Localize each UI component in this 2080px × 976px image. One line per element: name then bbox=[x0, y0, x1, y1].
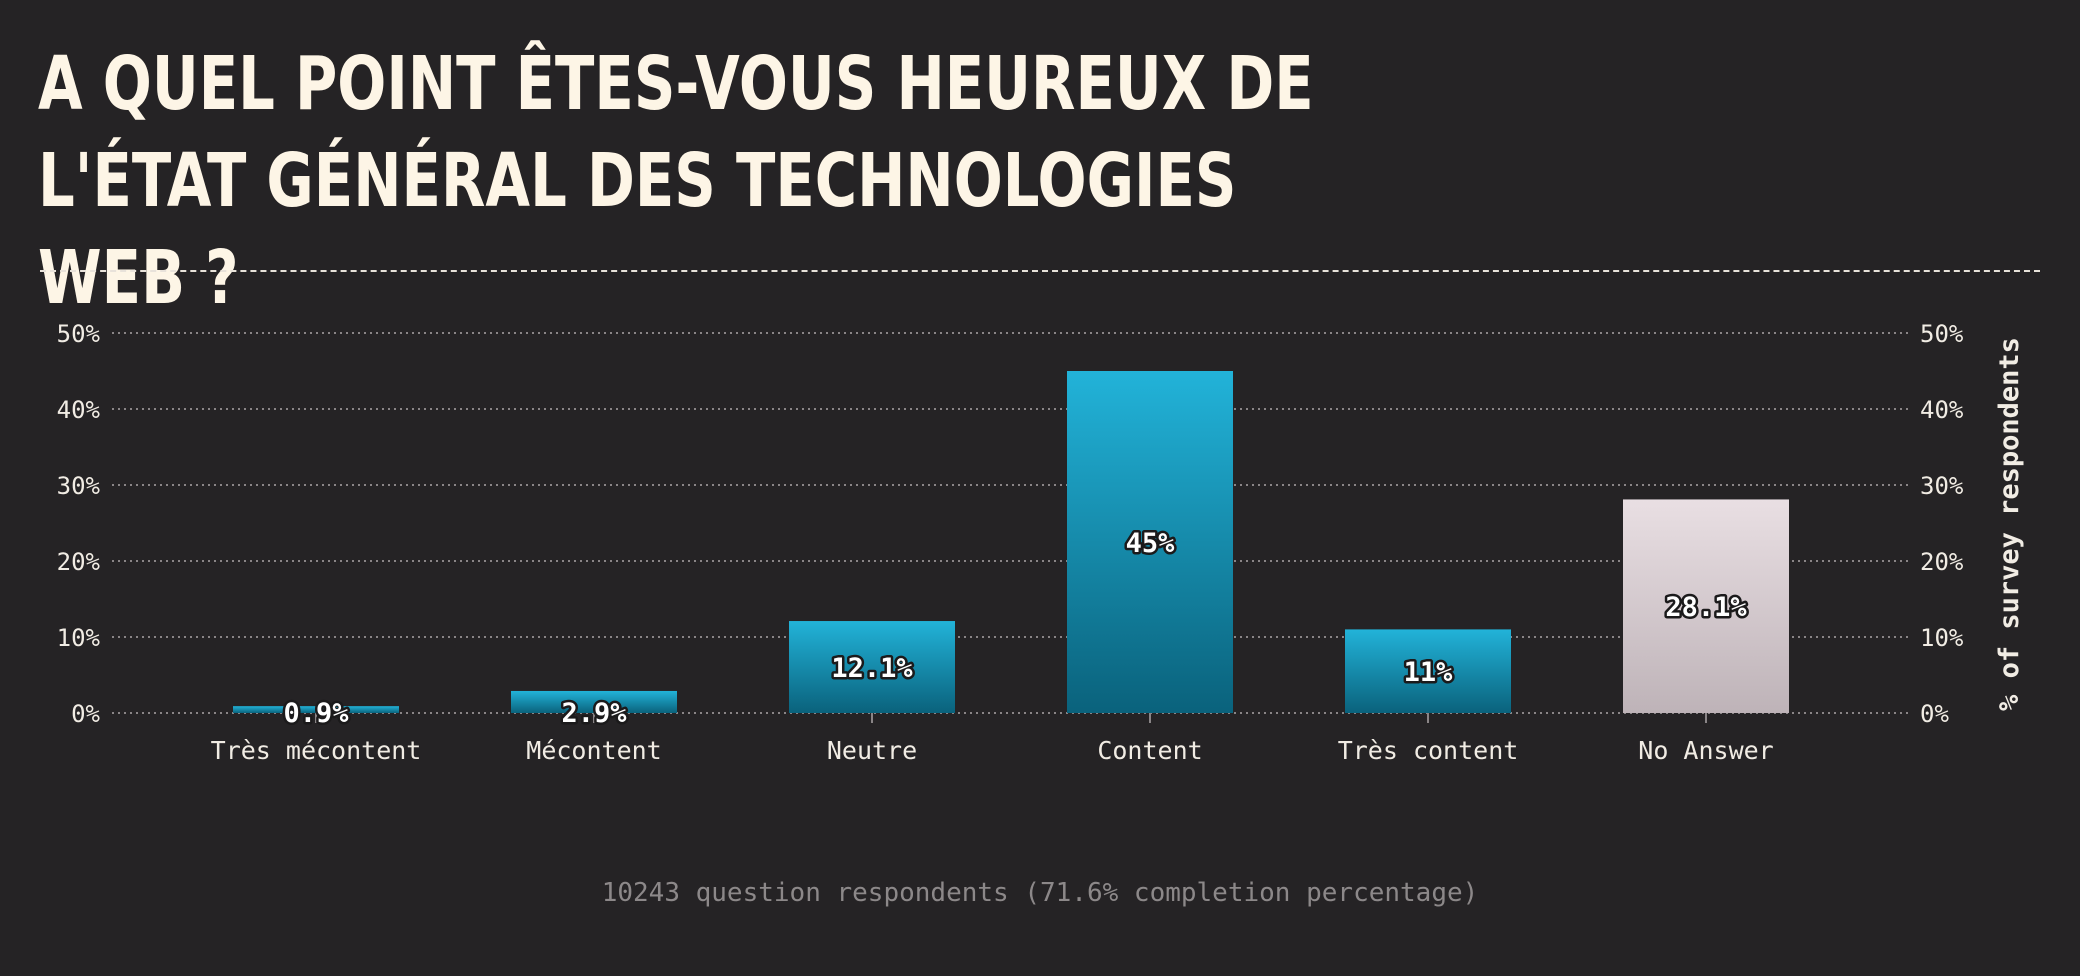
y-tick-label-right: 50% bbox=[1920, 320, 1964, 348]
data-label: 12.1% bbox=[831, 653, 913, 684]
bar-1 bbox=[233, 706, 399, 713]
x-tick-label: Très mécontent bbox=[211, 736, 422, 765]
data-label: 0.9% bbox=[283, 698, 349, 729]
x-axis: Très mécontent Mécontent Neutre Content Très… bbox=[211, 713, 1774, 765]
y-axis-left: 0% 10% 20% 30% 40% 50% bbox=[57, 320, 101, 728]
y-tick-label-right: 30% bbox=[1920, 472, 1964, 500]
x-tick-label: Mécontent bbox=[526, 736, 661, 765]
data-label: 11% bbox=[1404, 657, 1454, 688]
y-tick-label-left: 50% bbox=[57, 320, 101, 348]
bar-6 bbox=[1623, 499, 1789, 713]
y-axis-title: % of survey respondents bbox=[1994, 337, 2025, 711]
y-tick-label-left: 20% bbox=[57, 548, 101, 576]
y-tick-label-left: 40% bbox=[57, 396, 101, 424]
y-axis-right: 0% 10% 20% 30% 40% 50% bbox=[1920, 320, 1964, 728]
page-title: A quel point êtes-vous heureux de l'état… bbox=[38, 41, 1314, 321]
y-tick-label-right: 20% bbox=[1920, 548, 1964, 576]
respondents-note: 10243 question respondents (71.6% comple… bbox=[601, 878, 1479, 908]
y-tick-label-left: 30% bbox=[57, 472, 101, 500]
data-labels: 0.9% 2.9% 12.1% 45% 11% 28.1% bbox=[281, 526, 1750, 732]
data-label: 2.9% bbox=[561, 698, 627, 729]
bar-3 bbox=[789, 621, 955, 713]
y-tick-label-right: 0% bbox=[1920, 700, 1949, 728]
y-tick-label-right: 10% bbox=[1920, 624, 1964, 652]
bars bbox=[233, 371, 1789, 713]
x-tick-label: Neutre bbox=[827, 736, 917, 765]
y-tick-label-right: 40% bbox=[1920, 396, 1964, 424]
bar-2 bbox=[511, 690, 677, 713]
x-tick-label: No Answer bbox=[1638, 736, 1773, 765]
title-divider bbox=[40, 270, 2040, 272]
data-label: 28.1% bbox=[1665, 592, 1747, 623]
y-tick-label-left: 0% bbox=[71, 700, 100, 728]
x-tick-label: Content bbox=[1097, 736, 1202, 765]
data-label: 45% bbox=[1126, 528, 1176, 559]
bar-4 bbox=[1067, 371, 1233, 713]
x-tick-label: Très content bbox=[1338, 736, 1519, 765]
bar-5 bbox=[1345, 629, 1511, 713]
y-tick-label-left: 10% bbox=[57, 624, 101, 652]
